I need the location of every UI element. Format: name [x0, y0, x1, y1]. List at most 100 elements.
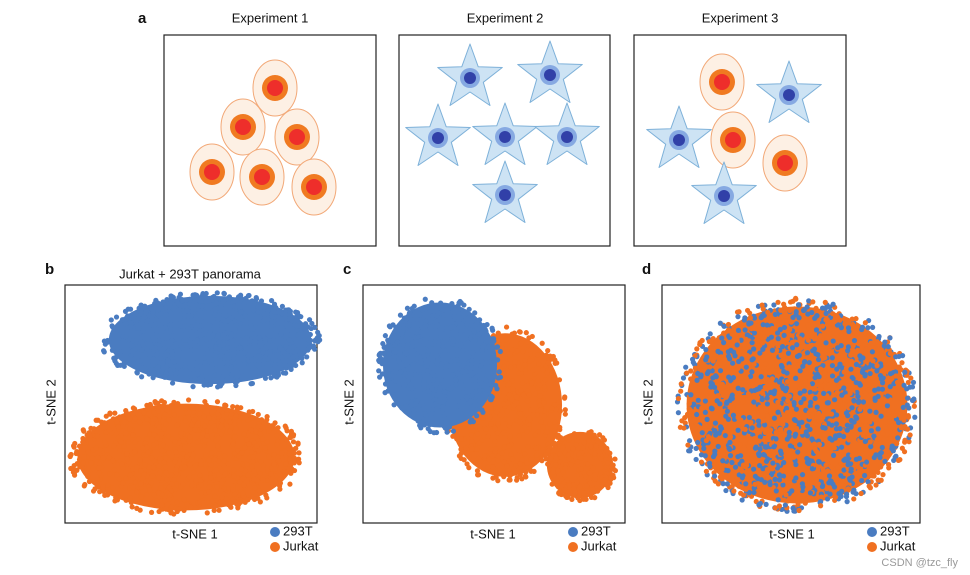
cluster-dot	[851, 337, 858, 344]
cluster-dot	[264, 495, 270, 501]
cluster-dot	[912, 414, 918, 420]
cluster-dot	[692, 365, 699, 371]
cluster-dot	[902, 437, 908, 443]
cluster-dot	[232, 499, 238, 505]
cluster-dot	[874, 368, 880, 374]
cluster-dot	[481, 433, 487, 440]
cluster-dot	[772, 311, 778, 318]
cluster-dot	[194, 405, 200, 411]
cluster-dot	[255, 304, 262, 310]
cluster-dot	[139, 339, 145, 345]
cluster-dot	[317, 337, 323, 343]
cluster-dot	[680, 375, 687, 381]
cluster-dot	[530, 367, 537, 373]
cluster-dot	[779, 314, 785, 320]
cluster-dot	[446, 332, 453, 338]
cluster-dot	[156, 413, 162, 419]
cluster-dot	[791, 508, 797, 514]
cluster-dot	[190, 452, 196, 459]
cluster-dot	[752, 435, 758, 441]
cluster-dot	[135, 315, 141, 322]
cluster-dot	[780, 482, 786, 488]
cluster-dot	[288, 470, 294, 476]
cluster-dot	[796, 507, 802, 514]
cluster-dot	[738, 375, 744, 381]
cluster-dot	[795, 501, 801, 508]
cluster-dot	[881, 343, 887, 349]
cluster-dot	[758, 458, 765, 464]
cluster-dot	[271, 452, 277, 458]
cluster-dot	[111, 467, 118, 473]
cluster-dot	[786, 364, 792, 370]
cluster-dot	[227, 429, 233, 435]
cluster-dot	[232, 434, 238, 440]
cluster-dot	[539, 458, 545, 464]
cluster-dot	[708, 389, 714, 396]
cluster-dot	[827, 491, 833, 497]
cluster-dot	[401, 325, 407, 331]
cluster-dot	[818, 494, 825, 500]
cluster-dot	[681, 425, 687, 431]
cluster-dot	[266, 428, 272, 434]
cluster-dot	[222, 453, 228, 459]
cluster-dot	[543, 456, 549, 462]
cluster-dot	[748, 436, 754, 442]
cluster-dot	[155, 502, 161, 508]
cluster-dot	[132, 415, 138, 422]
cluster-dot	[398, 400, 405, 406]
cluster-dot	[189, 483, 195, 489]
cluster-dot	[472, 378, 478, 384]
cluster-dot	[418, 329, 424, 335]
cluster-dot	[166, 417, 172, 423]
cluster-dot	[439, 404, 446, 410]
cluster-dot	[879, 444, 885, 451]
cluster-dot	[423, 318, 429, 325]
cluster-dot	[156, 337, 162, 344]
cluster-dot	[698, 372, 704, 378]
cluster-dot	[562, 407, 568, 413]
cluster-dot	[387, 338, 393, 344]
cluster-dot	[385, 367, 392, 373]
cluster-dot	[875, 469, 881, 476]
cluster-dot	[764, 322, 770, 328]
cluster-dot	[468, 372, 474, 378]
cluster-dot	[853, 316, 859, 322]
cluster-dot	[823, 310, 829, 316]
cluster-dot	[483, 426, 489, 432]
cluster-dot	[458, 406, 464, 412]
cluster-dot	[127, 416, 133, 422]
cluster-dot	[759, 390, 766, 396]
cluster-dot	[815, 356, 822, 363]
cluster-dot	[161, 426, 167, 432]
cluster-dot	[435, 357, 441, 363]
cluster-dot	[156, 463, 162, 470]
cluster-dot	[849, 316, 855, 322]
cluster-dot	[294, 327, 300, 333]
cluster-dot	[192, 463, 198, 469]
cell-nucleolus	[267, 80, 283, 96]
cluster-dot	[257, 470, 263, 477]
cluster-dot	[112, 498, 118, 504]
cluster-dot	[745, 391, 752, 397]
cluster-dot	[108, 489, 114, 495]
cluster-dot	[246, 409, 252, 415]
cluster-dot	[895, 457, 902, 463]
cluster-dot	[767, 367, 774, 374]
cluster-dot	[550, 469, 556, 475]
cluster-dot	[204, 374, 210, 381]
cluster-dot	[809, 334, 815, 340]
cluster-dot	[704, 416, 710, 422]
cluster-dot	[186, 474, 192, 480]
cluster-dot	[825, 377, 831, 383]
cluster-dot	[178, 430, 184, 436]
cluster-dot	[707, 463, 713, 470]
cluster-dot	[462, 382, 469, 388]
cluster-dot	[171, 399, 177, 405]
cluster-dot	[727, 434, 734, 440]
cluster-dot	[807, 484, 813, 490]
cluster-dot	[233, 367, 240, 373]
cluster-dot	[439, 399, 446, 405]
cluster-dot	[130, 484, 136, 490]
cluster-dot	[760, 418, 767, 424]
cluster-dot	[478, 363, 484, 369]
